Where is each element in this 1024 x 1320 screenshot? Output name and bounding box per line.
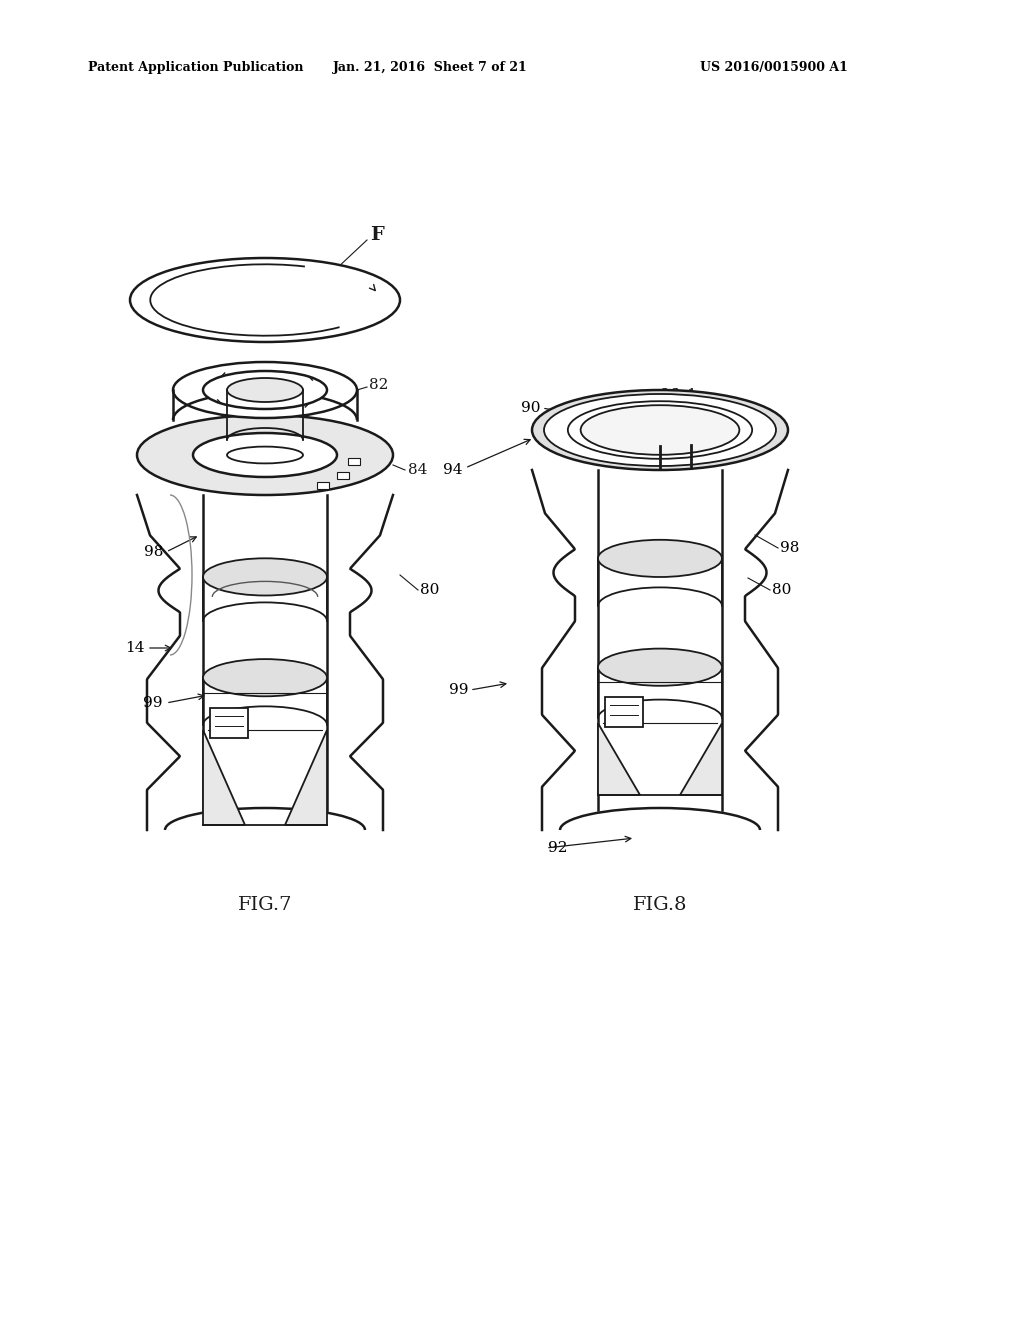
Ellipse shape: [130, 257, 400, 342]
Polygon shape: [203, 730, 245, 825]
Text: 98: 98: [780, 541, 800, 554]
Ellipse shape: [227, 446, 303, 463]
Text: 14: 14: [126, 642, 145, 655]
Ellipse shape: [173, 362, 357, 418]
Ellipse shape: [568, 401, 753, 459]
Ellipse shape: [598, 540, 722, 577]
Bar: [210, 708, 248, 738]
Ellipse shape: [544, 393, 776, 466]
Text: 98: 98: [143, 545, 163, 558]
Ellipse shape: [203, 659, 327, 697]
Text: 90: 90: [520, 401, 540, 414]
Text: Jan. 21, 2016  Sheet 7 of 21: Jan. 21, 2016 Sheet 7 of 21: [333, 62, 527, 74]
Text: 80: 80: [772, 583, 792, 597]
Bar: [347, 458, 359, 466]
Text: 96–1: 96–1: [660, 388, 697, 403]
Polygon shape: [285, 730, 327, 825]
Ellipse shape: [532, 389, 788, 470]
Bar: [316, 482, 329, 490]
Text: F: F: [370, 226, 384, 244]
Text: 99: 99: [449, 682, 468, 697]
Text: 99: 99: [143, 696, 163, 710]
Text: 96–2: 96–2: [680, 403, 717, 417]
Ellipse shape: [193, 433, 337, 477]
Ellipse shape: [227, 378, 303, 403]
Ellipse shape: [203, 558, 327, 595]
Bar: [605, 697, 643, 727]
Polygon shape: [680, 723, 722, 795]
Text: Patent Application Publication: Patent Application Publication: [88, 62, 303, 74]
Bar: [337, 471, 349, 479]
Text: 94: 94: [443, 463, 463, 477]
Text: FIG.8: FIG.8: [633, 896, 687, 913]
Text: FIG.7: FIG.7: [238, 896, 292, 913]
Polygon shape: [598, 723, 640, 795]
Ellipse shape: [581, 405, 739, 455]
Text: 82: 82: [369, 378, 388, 392]
Text: US 2016/0015900 A1: US 2016/0015900 A1: [700, 62, 848, 74]
Text: 92: 92: [548, 841, 567, 855]
Text: 84: 84: [408, 463, 427, 477]
Ellipse shape: [203, 371, 327, 409]
Ellipse shape: [137, 414, 393, 495]
Ellipse shape: [598, 648, 722, 686]
Text: 80: 80: [420, 583, 439, 597]
